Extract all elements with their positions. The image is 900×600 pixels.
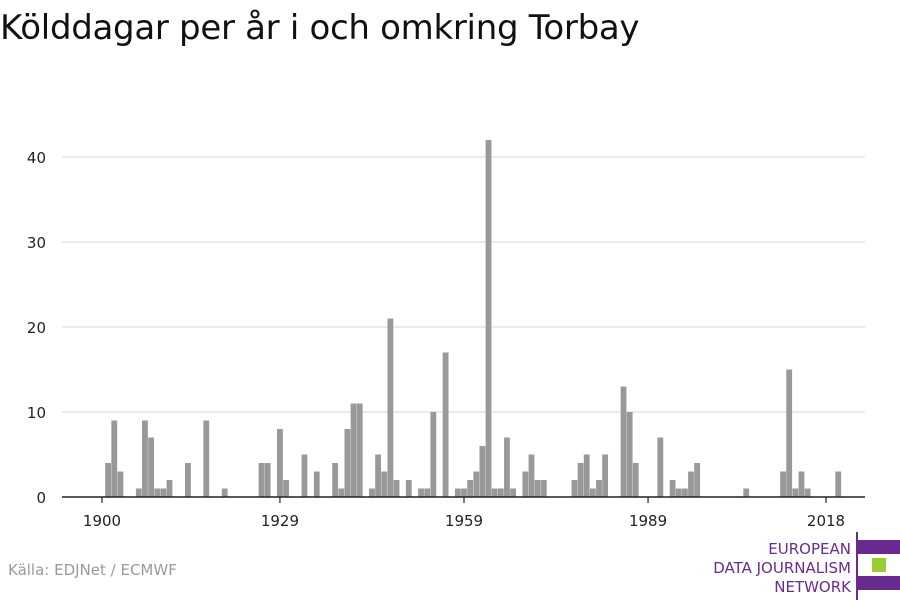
logo-line-2: DATA JOURNALISM: [713, 559, 851, 577]
bar: [221, 488, 228, 497]
source-note: Källa: EDJNet / ECMWF: [8, 561, 177, 579]
bar: [804, 488, 811, 497]
bar: [577, 463, 584, 497]
bar: [522, 471, 529, 497]
bar: [338, 488, 345, 497]
bar: [264, 463, 271, 497]
bar: [135, 488, 142, 497]
bar: [142, 420, 148, 497]
bar: [786, 369, 793, 497]
bar: [461, 488, 467, 497]
bar: [258, 463, 265, 497]
bar: [148, 437, 154, 497]
x-tick-label: 1900: [83, 512, 121, 530]
bar: [117, 471, 124, 497]
y-tick-label: 30: [27, 234, 46, 252]
logo-line-3: NETWORK: [774, 578, 851, 596]
bar: [160, 488, 167, 497]
bar: [589, 488, 596, 497]
bar: [688, 471, 694, 497]
x-tick-label: 2018: [807, 512, 845, 530]
bar: [632, 463, 639, 497]
bar: [154, 488, 161, 497]
bar: [332, 463, 339, 497]
edjnet-logo: EUROPEAN DATA JOURNALISM NETWORK: [690, 532, 900, 600]
bar: [675, 488, 682, 497]
bar: [105, 463, 112, 497]
bar: [694, 463, 701, 497]
bar: [473, 471, 480, 497]
bar: [424, 488, 431, 497]
logo-bar-middle: [872, 558, 886, 572]
bar: [491, 488, 498, 497]
bar: [405, 480, 412, 497]
bar: [504, 437, 510, 497]
bar: [369, 488, 375, 497]
gridlines: [62, 156, 865, 413]
bar: [454, 488, 461, 497]
bar: [350, 403, 357, 497]
bar-chart: 1900 1929 1959 1989 2018 0 10 20 30 40: [27, 140, 865, 530]
bar: [534, 480, 541, 497]
bar: [111, 420, 118, 497]
bar: [571, 480, 578, 497]
bar: [356, 403, 363, 497]
bar: [510, 488, 516, 497]
bar: [313, 471, 320, 497]
logo-divider: [856, 532, 858, 600]
bar: [792, 488, 799, 497]
bar: [479, 446, 486, 497]
bar: [681, 488, 688, 497]
y-tick-label: 20: [27, 319, 46, 337]
bar: [301, 454, 308, 497]
bar: [602, 454, 609, 497]
bar: [835, 471, 842, 497]
y-tick-label: 10: [27, 404, 46, 422]
bar: [626, 412, 633, 497]
bar: [430, 412, 437, 497]
y-tick-label: 40: [27, 149, 46, 167]
bar: [381, 471, 388, 497]
bar: [442, 352, 449, 497]
bar: [393, 480, 400, 497]
bar: [780, 471, 786, 497]
logo-line-1: EUROPEAN: [768, 540, 851, 558]
x-axis: 1900 1929 1959 1989 2018: [62, 496, 865, 530]
bar: [497, 488, 504, 497]
bar: [798, 471, 805, 497]
bars: [105, 140, 842, 497]
x-tick-label: 1959: [445, 512, 483, 530]
x-tick-label: 1989: [629, 512, 667, 530]
bar: [375, 454, 382, 497]
y-tick-label: 0: [36, 489, 46, 507]
bar: [203, 420, 210, 497]
bar: [467, 480, 474, 497]
chart-title: Kölddagar per år i och omkring Torbay: [0, 8, 640, 48]
bar: [528, 454, 535, 497]
logo-bar-top: [858, 540, 900, 554]
bar: [387, 318, 394, 497]
bar: [596, 480, 602, 497]
bar: [283, 480, 289, 497]
bar: [418, 488, 424, 497]
logo-text: EUROPEAN DATA JOURNALISM NETWORK: [713, 540, 851, 597]
x-tick-label: 1929: [261, 512, 299, 530]
bar: [184, 463, 191, 497]
bar: [540, 480, 547, 497]
bar: [620, 386, 627, 497]
logo-bar-bottom: [858, 576, 900, 590]
bar: [669, 480, 676, 497]
bar: [166, 480, 173, 497]
bar: [277, 429, 283, 497]
bar: [583, 454, 590, 497]
y-axis: 0 10 20 30 40: [27, 149, 46, 507]
bar: [344, 429, 351, 497]
bar: [485, 140, 492, 497]
bar: [743, 488, 750, 497]
bar: [657, 437, 664, 497]
